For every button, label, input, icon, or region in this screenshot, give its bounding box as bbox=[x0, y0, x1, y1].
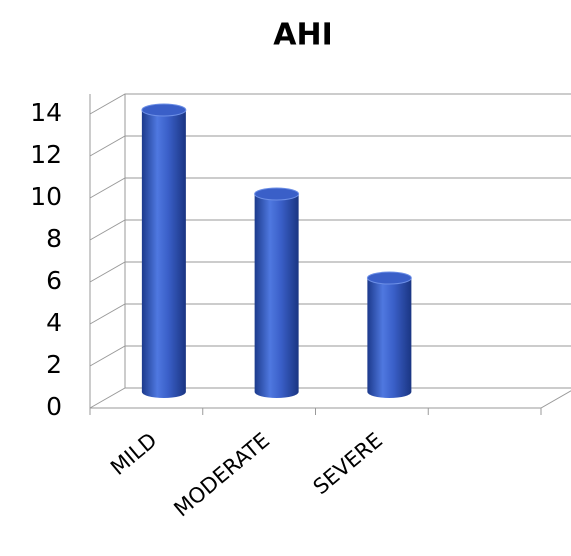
grid-line bbox=[89, 345, 571, 367]
bar bbox=[141, 110, 186, 398]
bar-top bbox=[141, 103, 187, 117]
x-tick-label: SEVERE bbox=[309, 428, 387, 499]
y-tick-label: 14 bbox=[30, 98, 62, 127]
grid-line bbox=[89, 261, 571, 283]
bar bbox=[254, 194, 299, 398]
grid-line bbox=[89, 387, 571, 409]
grid-line bbox=[89, 219, 571, 241]
grid-line bbox=[89, 135, 571, 157]
chart-title: AHI bbox=[273, 18, 333, 53]
bar-top bbox=[254, 187, 300, 201]
bar-top bbox=[366, 271, 412, 285]
y-tick-label: 6 bbox=[46, 266, 62, 295]
y-tick-label: 4 bbox=[46, 308, 62, 337]
y-tick-label: 8 bbox=[46, 224, 62, 253]
x-tick-label: MILD bbox=[106, 428, 161, 480]
bar bbox=[367, 278, 412, 398]
x-tick-label: MODERATE bbox=[169, 428, 274, 521]
grid-line bbox=[89, 93, 571, 115]
y-tick-label: 12 bbox=[30, 140, 62, 169]
y-tick-label: 10 bbox=[30, 182, 62, 211]
y-tick-label: 2 bbox=[46, 350, 62, 379]
y-tick-label: 0 bbox=[46, 392, 62, 421]
grid-line bbox=[89, 303, 571, 325]
grid-line bbox=[89, 177, 571, 199]
